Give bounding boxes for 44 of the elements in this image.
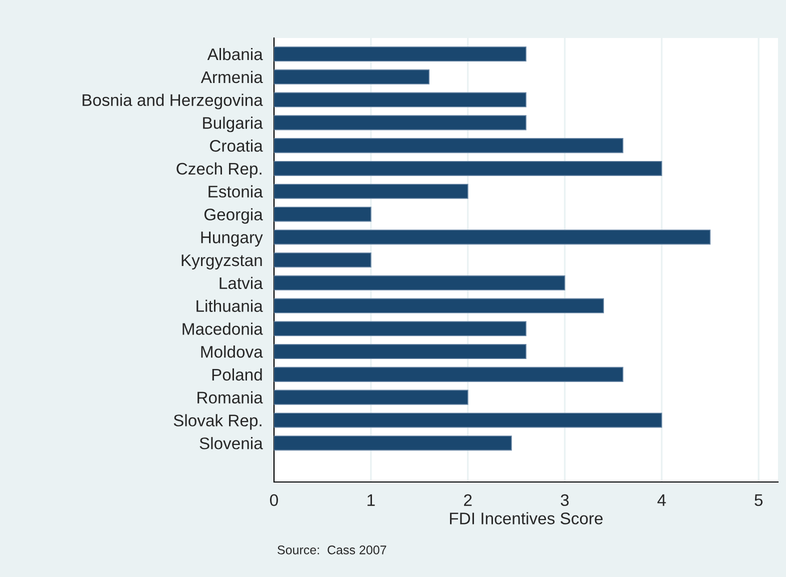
- y-tick-label: Bosnia and Herzegovina: [82, 94, 263, 110]
- y-tick-label: Armenia: [200, 70, 263, 84]
- y-tick-label: Czech Rep.: [176, 162, 262, 178]
- y-tick-label: Kyrgyzstan: [182, 254, 262, 270]
- bar: [274, 206, 372, 222]
- y-tick-label: Moldova: [201, 346, 263, 358]
- bar: [274, 298, 604, 314]
- bar: [274, 69, 430, 84]
- y-tick-label: Latvia: [220, 276, 263, 290]
- bar: [274, 275, 566, 290]
- bar: [274, 160, 662, 176]
- bar: [274, 321, 526, 336]
- bar: [274, 46, 526, 62]
- y-tick-label: Poland: [212, 368, 262, 381]
- y-tick-label: Estonia: [208, 185, 263, 198]
- source-note: Source: Cass 2007: [278, 546, 386, 554]
- y-tick-label: Romania: [198, 391, 263, 404]
- bar: [274, 230, 711, 245]
- y-tick-label: Georgia: [204, 208, 263, 224]
- y-tick-label: Bulgaria: [203, 116, 263, 132]
- bar: [274, 92, 526, 108]
- y-tick-label: Slovak Rep.: [174, 414, 262, 430]
- bar: [274, 252, 372, 268]
- bar: [274, 138, 624, 154]
- y-tick-label: Macedonia: [182, 322, 263, 335]
- bar: [274, 115, 526, 130]
- x-tick-label: 0: [270, 494, 278, 506]
- x-tick-label: 5: [754, 494, 763, 506]
- x-tick-label: 2: [464, 494, 472, 506]
- x-axis-title: FDI Incentives Score: [450, 512, 603, 524]
- bar: [274, 412, 662, 428]
- bar: [274, 436, 512, 451]
- y-tick-label: Albania: [207, 48, 263, 60]
- bar: [274, 184, 468, 199]
- y-tick-label: Hungary: [201, 232, 263, 247]
- x-tick-label: 3: [560, 494, 569, 506]
- y-tick-label: Lithuania: [196, 300, 263, 312]
- y-tick-label: Slovenia: [200, 437, 263, 450]
- bar: [274, 366, 624, 382]
- bar: [274, 344, 526, 360]
- x-tick-label: 1: [368, 494, 375, 506]
- x-tick-label: 4: [657, 494, 666, 506]
- y-tick-label: Croatia: [210, 140, 263, 152]
- bar: [274, 390, 468, 405]
